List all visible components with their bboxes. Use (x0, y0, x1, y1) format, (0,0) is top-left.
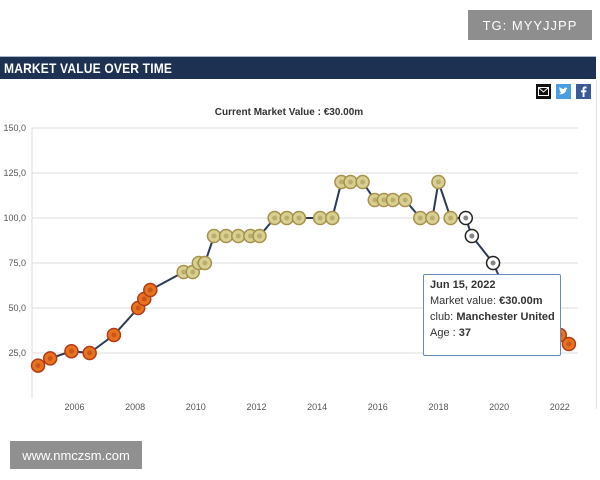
data-point-juventus[interactable] (464, 228, 480, 244)
data-point-realmadrid[interactable] (413, 210, 428, 226)
data-point-realmadrid[interactable] (206, 228, 222, 244)
y-axis-ticks: 25,0 50,0 75,0 100,0 125,0 150,0 (3, 123, 26, 358)
data-point-manutd[interactable] (42, 351, 58, 366)
data-point-juventus[interactable] (458, 210, 474, 226)
email-share-button[interactable] (536, 84, 551, 99)
data-point-realmadrid[interactable] (231, 228, 246, 244)
tooltip-age: Age : 37 (430, 327, 471, 339)
data-point-realmadrid[interactable] (343, 174, 358, 190)
data-point-realmadrid[interactable] (279, 210, 295, 226)
data-point-realmadrid[interactable] (443, 210, 458, 226)
twitter-share-button[interactable] (556, 84, 571, 99)
data-point-realmadrid[interactable] (325, 210, 340, 226)
data-point-realmadrid[interactable] (197, 255, 213, 271)
x-tick-label: 2008 (125, 402, 145, 412)
x-tick-label: 2014 (307, 402, 327, 412)
data-point-manutd[interactable] (82, 345, 97, 361)
data-point-realmadrid[interactable] (267, 210, 282, 226)
x-tick-label: 2012 (246, 402, 266, 412)
twitter-icon (559, 87, 568, 95)
x-axis-ticks: 2006 2008 2010 2012 2014 2016 2018 2020 2022 (64, 402, 569, 412)
tooltip-club: club: Manchester United (430, 311, 555, 323)
data-point-realmadrid[interactable] (312, 210, 328, 226)
section-title: MARKET VALUE OVER TIME (4, 60, 173, 76)
data-point-manutd[interactable] (561, 336, 577, 352)
x-tick-label: 2018 (428, 402, 448, 412)
y-tick-label: 125,0 (3, 168, 26, 178)
y-tick-label: 75,0 (8, 258, 26, 268)
data-point-manutd[interactable] (30, 358, 46, 373)
y-tick-label: 150,0 (3, 123, 26, 133)
data-point-realmadrid[interactable] (291, 210, 307, 226)
y-tick-label: 25,0 (8, 348, 26, 358)
facebook-icon (581, 86, 587, 97)
y-tick-label: 50,0 (8, 303, 26, 313)
x-tick-label: 2006 (64, 402, 84, 412)
watermark-tg: TG: MYYJJPP (468, 10, 592, 40)
x-tick-label: 2016 (368, 402, 388, 412)
data-point-realmadrid[interactable] (425, 210, 440, 226)
x-tick-label: 2020 (489, 402, 509, 412)
data-point-manutd[interactable] (64, 343, 79, 359)
chart-title: Current Market Value : €30.00m (215, 107, 364, 118)
data-point-realmadrid[interactable] (252, 228, 267, 244)
x-tick-label: 2022 (550, 402, 570, 412)
facebook-share-button[interactable] (576, 84, 591, 99)
data-point-manutd[interactable] (106, 327, 122, 343)
data-point-realmadrid[interactable] (431, 174, 446, 190)
data-point-manutd[interactable] (143, 282, 158, 298)
email-icon (538, 87, 549, 96)
x-tick-label: 2010 (186, 402, 206, 412)
chart-tooltip: Jun 15, 2022 Market value: €30.00m club:… (423, 274, 561, 356)
data-point-realmadrid[interactable] (218, 228, 234, 244)
data-point-juventus[interactable] (485, 255, 501, 271)
data-point-realmadrid[interactable] (397, 192, 413, 208)
data-point-realmadrid[interactable] (385, 192, 401, 208)
tooltip-date: Jun 15, 2022 (430, 279, 496, 291)
footer-watermark-link[interactable]: www.nmczsm.com (10, 441, 142, 469)
tooltip-market-value: Market value: €30.00m (430, 295, 543, 307)
y-tick-label: 100,0 (3, 213, 26, 223)
data-point-realmadrid[interactable] (355, 174, 370, 190)
section-header: MARKET VALUE OVER TIME (0, 56, 596, 79)
